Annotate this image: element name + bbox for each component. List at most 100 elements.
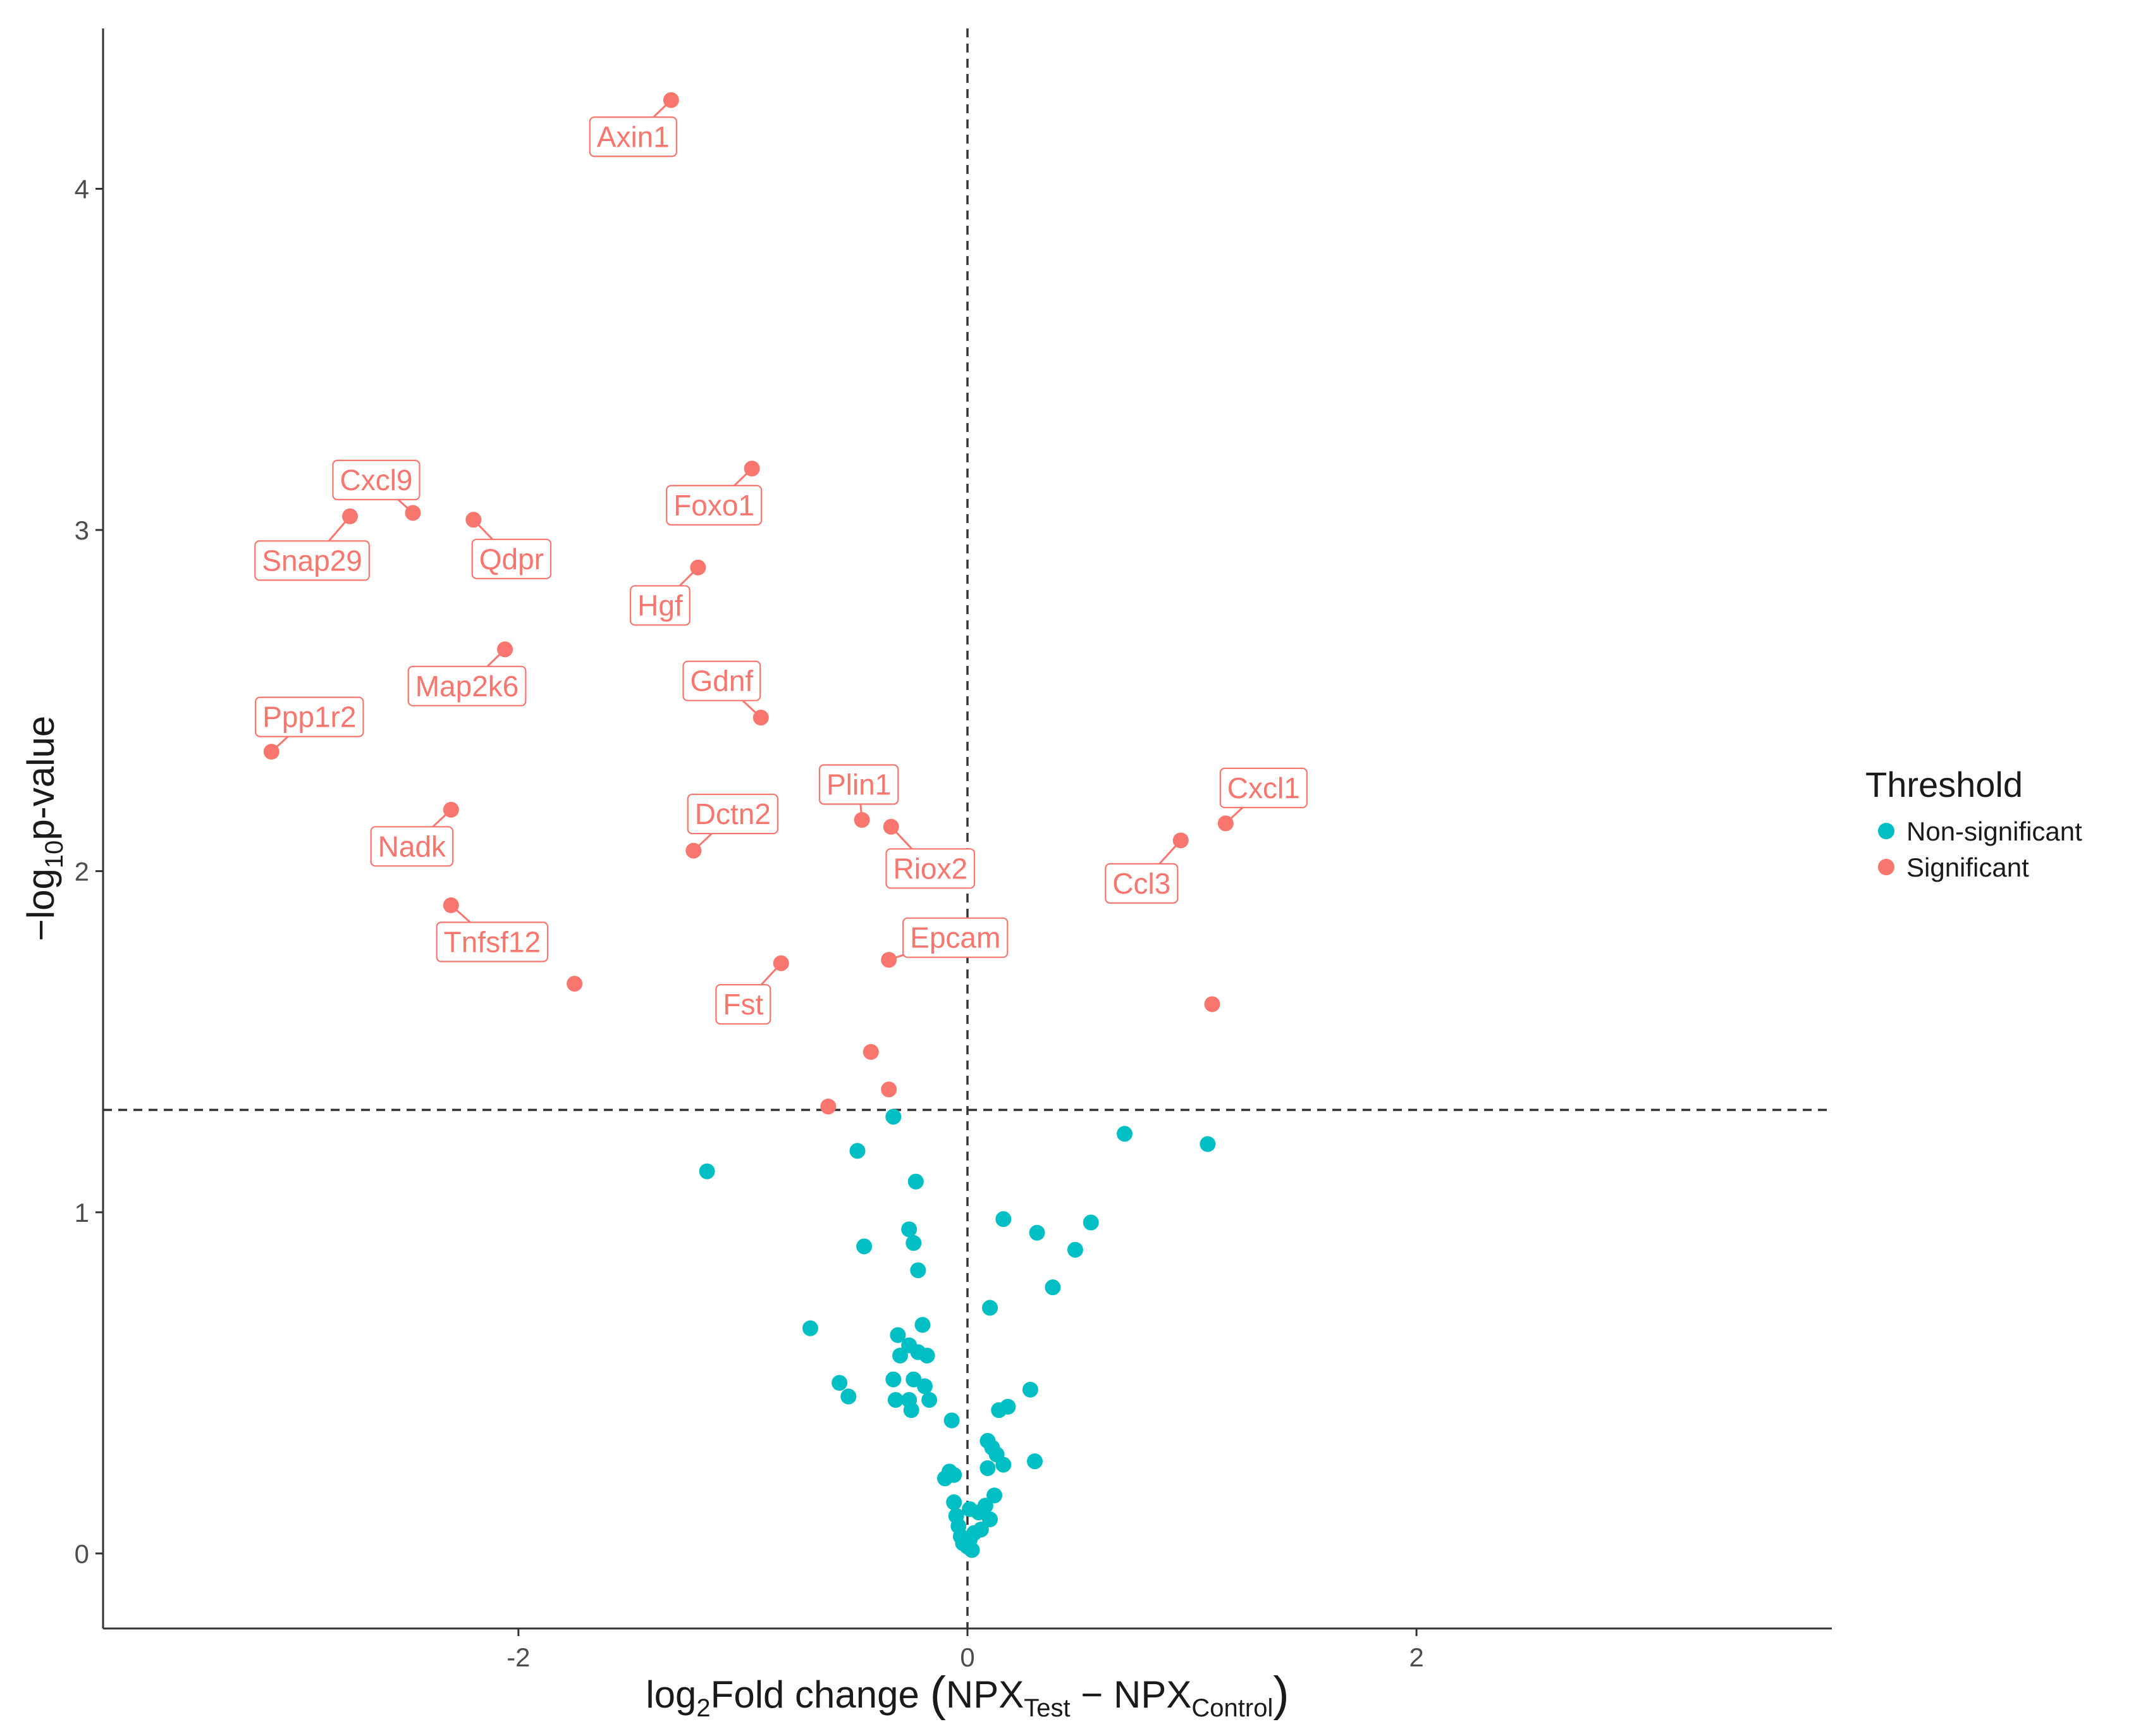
point-label: Cxcl9 — [332, 459, 420, 514]
non-significant-point — [885, 1371, 902, 1388]
point-label-connector — [653, 99, 672, 118]
non-significant-point — [914, 1317, 931, 1333]
point-label-box — [885, 848, 976, 889]
point-label-connector — [692, 832, 713, 852]
point-label-box — [255, 696, 364, 737]
y-tick-label: 0 — [75, 1539, 89, 1568]
x-tick-label: -2 — [506, 1642, 530, 1672]
threshold-lines — [103, 28, 1832, 1628]
point-label-box — [407, 665, 527, 706]
point-label: Hgf — [630, 567, 699, 626]
legend-label-significant: Significant — [1906, 853, 2029, 882]
point-label-connector — [1225, 806, 1244, 825]
point-label-text: Foxo1 — [673, 489, 754, 522]
point-label: Tnfsf12 — [436, 904, 549, 963]
significant-point — [567, 975, 583, 992]
non-significant-point — [840, 1388, 857, 1405]
point-label-box — [682, 660, 761, 701]
non-significant-point — [943, 1412, 960, 1429]
point-label-connector — [432, 809, 452, 828]
legend-title: Threshold — [1865, 765, 2023, 804]
point-label-text: Gdnf — [690, 665, 753, 698]
non-significant-point — [982, 1511, 998, 1527]
non-significant-point — [832, 1375, 848, 1391]
non-significant-point — [905, 1234, 922, 1251]
point-label-box — [332, 459, 420, 501]
non-significant-point — [973, 1522, 989, 1538]
non-significant-point — [856, 1238, 873, 1255]
non-significant-point — [887, 1392, 904, 1408]
point-label: Fst — [715, 963, 782, 1025]
point-label-connector — [450, 904, 471, 923]
point-label-text: Map2k6 — [415, 670, 519, 703]
non-significant-point — [1083, 1214, 1099, 1231]
non-significant-point — [1200, 1136, 1216, 1152]
point-label-text: Axin1 — [597, 120, 670, 153]
legend-key-non-significant — [1878, 823, 1894, 839]
point-label-text: Dctn2 — [695, 797, 771, 830]
point-label-text: Cxcl9 — [340, 464, 412, 496]
non-significant-point — [1067, 1241, 1083, 1258]
non-significant-point — [1117, 1126, 1133, 1142]
point-label: Epcam — [888, 917, 1009, 961]
y-tick-label: 3 — [75, 515, 89, 545]
point-label-connector — [760, 963, 782, 986]
non-significant-point — [892, 1347, 908, 1364]
point-label-connector — [733, 467, 753, 486]
point-label-box — [687, 793, 779, 835]
point-label: Ppp1r2 — [255, 696, 364, 753]
non-significant-point — [885, 1109, 902, 1125]
point-label-text: Ppp1r2 — [262, 701, 356, 734]
significant-point — [881, 1081, 897, 1098]
non-significant-point — [890, 1327, 906, 1343]
point-label-text: Ccl3 — [1112, 867, 1170, 900]
non-significant-point — [982, 1300, 998, 1316]
non-significant-point — [917, 1378, 933, 1394]
non-significant-point — [979, 1460, 996, 1476]
point-label-box — [254, 540, 370, 581]
point-label-connector — [859, 804, 863, 820]
point-label: Axin1 — [589, 99, 677, 157]
non-significant-point — [919, 1347, 935, 1364]
point-label-connector — [397, 498, 414, 514]
point-label-text: Riox2 — [893, 852, 967, 885]
non-significant-point — [995, 1456, 1012, 1473]
non-significant-point — [1022, 1381, 1038, 1398]
point-label-box — [436, 921, 549, 963]
legend: Threshold Non-significant Significant — [1865, 765, 2082, 882]
point-label: Map2k6 — [407, 648, 527, 706]
point-label-box — [1105, 863, 1179, 904]
point-label: Nadk — [370, 809, 454, 867]
point-label-text: Hgf — [637, 589, 683, 622]
non-significant-point — [921, 1392, 938, 1408]
point-label-connector — [486, 648, 506, 667]
point-label-box — [589, 116, 677, 157]
point-label-connector — [678, 567, 699, 587]
legend-key-significant — [1878, 859, 1894, 875]
point-label-box — [471, 538, 552, 579]
y-tick-label: 1 — [75, 1198, 89, 1228]
non-significant-point — [910, 1262, 926, 1279]
non-significant-point — [964, 1542, 980, 1558]
point-label-text: Epcam — [910, 921, 1000, 954]
non-significant-point — [699, 1163, 715, 1179]
non-significant-point — [802, 1320, 818, 1336]
point-label-text: Tnfsf12 — [444, 925, 541, 958]
point-label-connector — [271, 736, 289, 753]
significant-point — [1204, 996, 1220, 1013]
non-significant-point — [946, 1494, 962, 1510]
non-significant-point — [991, 1402, 1007, 1419]
point-label: Dctn2 — [687, 793, 779, 852]
point-label-text: Snap29 — [262, 544, 362, 577]
non-significant-point — [995, 1211, 1012, 1228]
point-label-box — [630, 585, 691, 626]
point-label-connector — [472, 519, 493, 540]
non-significant-point — [1027, 1453, 1043, 1470]
significant-point — [862, 1043, 879, 1060]
point-label-connector — [328, 515, 351, 542]
point-label-connector — [890, 826, 913, 850]
legend-label-non-significant: Non-significant — [1906, 816, 2082, 846]
point-label-text: Qdpr — [479, 543, 544, 576]
